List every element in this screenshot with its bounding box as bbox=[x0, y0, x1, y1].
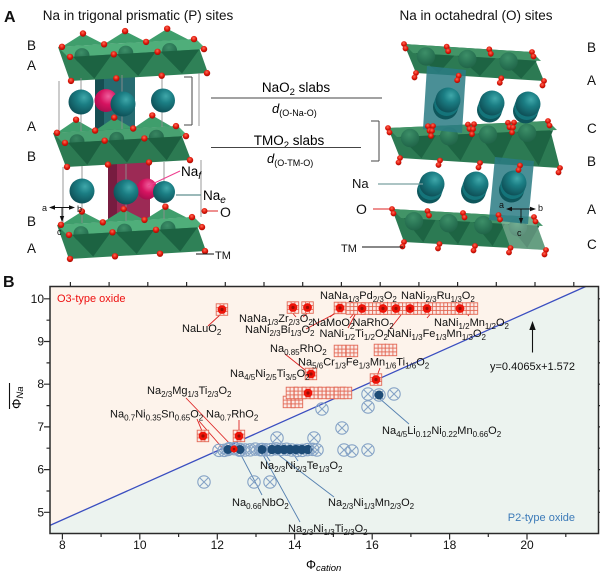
svg-text:Na4/5 Ni2/5 Ti3/5 O2: Na4/5 Ni2/5 Ti3/5 O2 bbox=[230, 368, 310, 382]
svg-text:Na in trigonal prismatic (P) s: Na in trigonal prismatic (P) sites bbox=[43, 8, 234, 23]
svg-text:Na: Na bbox=[352, 176, 369, 191]
svg-text:NaNi2/3 Ru1/3 O2: NaNi2/3 Ru1/3 O2 bbox=[401, 290, 475, 304]
svg-text:c: c bbox=[57, 227, 62, 237]
svg-text:A: A bbox=[587, 73, 596, 88]
svg-text:A: A bbox=[587, 202, 596, 217]
svg-text:B: B bbox=[3, 274, 15, 291]
svg-text:Na in octahedral (O) sites: Na in octahedral (O) sites bbox=[399, 8, 552, 23]
svg-text:NaNa1/3 Pd2/3 O2: NaNa1/3 Pd2/3 O2 bbox=[320, 290, 397, 304]
svg-text:NaNi2/3 Bi1/3 O2: NaNi2/3 Bi1/3 O2 bbox=[245, 324, 315, 338]
svg-text:B: B bbox=[27, 38, 36, 53]
svg-text:Na0.7 Ni0.35 Sn0.65 O2: Na0.7 Ni0.35 Sn0.65 O2 bbox=[110, 409, 204, 423]
svg-text:Na4/5 Li0.12 Ni0.22 Mn0.66 O2: Na4/5 Li0.12 Ni0.22 Mn0.66 O2 bbox=[382, 425, 502, 439]
svg-text:A: A bbox=[4, 9, 16, 26]
svg-text:NaMoO2: NaMoO2 bbox=[312, 317, 355, 331]
svg-text:b: b bbox=[538, 203, 543, 213]
svg-text:TM: TM bbox=[341, 243, 357, 255]
svg-text:C: C bbox=[587, 237, 597, 252]
svg-text:Na0.66 NbO2: Na0.66 NbO2 bbox=[232, 497, 289, 511]
svg-text:16: 16 bbox=[365, 538, 379, 552]
svg-text:Na0.85 RhO2: Na0.85 RhO2 bbox=[270, 343, 327, 357]
svg-text:B: B bbox=[27, 149, 36, 164]
svg-text:Naf: Naf bbox=[181, 164, 202, 182]
svg-text:Na2/3 Ni2/3 Te1/3 O2: Na2/3 Ni2/3 Te1/3 O2 bbox=[260, 460, 343, 474]
svg-text:NaLuO2: NaLuO2 bbox=[182, 323, 222, 337]
svg-text:y=0.4065x+1.572: y=0.4065x+1.572 bbox=[490, 361, 575, 373]
svg-text:A: A bbox=[27, 241, 36, 256]
svg-text:NaNi1/2 Ti1/2 O2: NaNi1/2 Ti1/2 O2 bbox=[320, 328, 389, 342]
svg-text:10: 10 bbox=[133, 538, 147, 552]
svg-text:8: 8 bbox=[37, 377, 44, 391]
svg-text:B: B bbox=[27, 214, 36, 229]
svg-text:12: 12 bbox=[211, 538, 225, 552]
svg-text:a: a bbox=[499, 200, 504, 210]
svg-text:B: B bbox=[587, 40, 596, 55]
svg-text:C: C bbox=[587, 121, 597, 136]
svg-text:8: 8 bbox=[59, 538, 66, 552]
svg-text:c: c bbox=[517, 228, 522, 238]
svg-text:18: 18 bbox=[443, 538, 457, 552]
svg-text:a: a bbox=[42, 203, 47, 213]
svg-text:14: 14 bbox=[288, 538, 302, 552]
svg-text:9: 9 bbox=[37, 335, 44, 349]
svg-text:NaNi1/3 Fe1/3 Mn1/3 O2: NaNi1/3 Fe1/3 Mn1/3 O2 bbox=[387, 328, 487, 342]
svg-text:NaRhO2: NaRhO2 bbox=[353, 317, 395, 331]
svg-text:7: 7 bbox=[37, 420, 44, 434]
svg-text:10: 10 bbox=[31, 292, 45, 306]
svg-text:TMO2 slabs: TMO2 slabs bbox=[254, 133, 325, 151]
svg-text:6: 6 bbox=[37, 463, 44, 477]
svg-text:20: 20 bbox=[520, 538, 534, 552]
svg-text:B: B bbox=[587, 154, 596, 169]
svg-text:Na5/6 Cr1/3 Fe1/3 Mn1/6 Ti1/6: Na5/6 Cr1/3 Fe1/3 Mn1/6 Ti1/6 O2 bbox=[298, 357, 430, 371]
svg-text:Na2/3 Mg1/3 Ti2/3 O2: Na2/3 Mg1/3 Ti2/3 O2 bbox=[147, 385, 232, 399]
svg-text:Na0.7 RhO2: Na0.7 RhO2 bbox=[206, 409, 259, 423]
svg-text:O: O bbox=[356, 201, 367, 217]
svg-text:A: A bbox=[27, 119, 36, 134]
svg-text:NaO2 slabs: NaO2 slabs bbox=[262, 80, 331, 98]
svg-text:NaNi1/2 Mn1/2 O2: NaNi1/2 Mn1/2 O2 bbox=[434, 317, 510, 331]
svg-text:b: b bbox=[77, 204, 82, 214]
svg-text:A: A bbox=[27, 58, 36, 73]
svg-text:5: 5 bbox=[37, 505, 44, 519]
svg-text:TM: TM bbox=[215, 250, 231, 262]
svg-text:Na2/3 Ni1/3 Mn2/3 O2: Na2/3 Ni1/3 Mn2/3 O2 bbox=[328, 497, 415, 511]
svg-text:P2-type oxide: P2-type oxide bbox=[508, 512, 575, 524]
svg-text:NaNa1/3 Zr2/3 O2: NaNa1/3 Zr2/3 O2 bbox=[239, 313, 313, 327]
svg-text:O3-type oxide: O3-type oxide bbox=[57, 293, 125, 305]
svg-text:O: O bbox=[220, 204, 231, 220]
svg-text:Na2/3 Ni1/3 Ti2/3 O2: Na2/3 Ni1/3 Ti2/3 O2 bbox=[288, 523, 368, 537]
